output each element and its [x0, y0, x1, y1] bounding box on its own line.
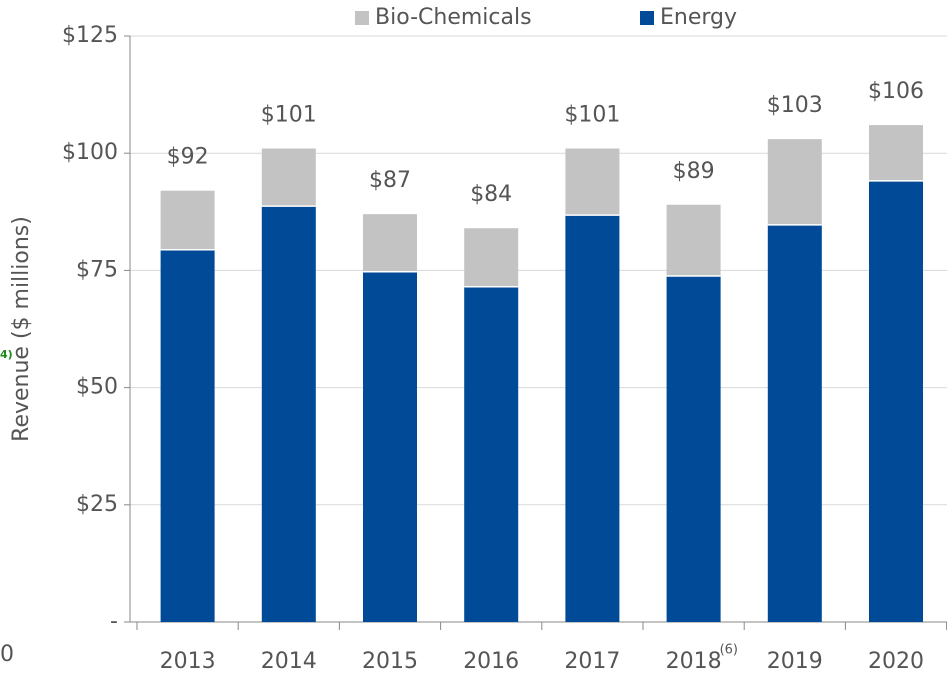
bar-segment: [869, 125, 923, 181]
total-label: $103: [767, 93, 823, 118]
x-tick-label: 2018: [666, 649, 722, 674]
bar-segment: [363, 271, 417, 622]
bar-segment: [767, 224, 822, 623]
bar-segment: [565, 215, 620, 622]
bar-segment: [565, 148, 620, 216]
total-label: $106: [868, 79, 924, 104]
bar-segment: [464, 228, 519, 287]
x-tick-label: 2014: [261, 649, 317, 674]
bar-segment: [160, 249, 215, 622]
bar-segment: [666, 204, 721, 277]
legend-swatch: [640, 11, 654, 25]
bar-segment: [666, 276, 721, 622]
cropped-fragment: 0: [0, 642, 14, 667]
legend-swatch: [355, 11, 369, 25]
bar-segment: [261, 148, 316, 207]
bar-segment: [160, 190, 215, 250]
y-tick-label: $25: [76, 492, 118, 517]
annotation: (6): [720, 643, 738, 658]
total-label: $101: [564, 103, 620, 128]
x-tick-label: 2015: [362, 649, 418, 674]
total-label: $87: [369, 168, 411, 193]
x-tick-label: 2016: [463, 649, 519, 674]
x-tick-label: 2020: [868, 649, 924, 674]
bar-segment: [767, 139, 822, 225]
y-tick-label: $100: [62, 140, 118, 165]
y-tick-label: $75: [76, 257, 118, 282]
cropped-fragment: 4): [0, 348, 13, 361]
bar-segment: [261, 206, 316, 623]
total-label: $92: [167, 145, 209, 170]
total-label: $101: [261, 103, 317, 128]
bar-segment: [464, 286, 519, 622]
legend-label: Bio-Chemicals: [375, 5, 532, 30]
y-tick-label: $125: [62, 23, 118, 48]
y-axis-title: Revenue ($ millions): [9, 216, 34, 442]
x-tick-label: 2017: [564, 649, 620, 674]
y-tick-label: -: [110, 609, 118, 634]
bar-segment: [869, 180, 923, 623]
legend-label: Energy: [660, 5, 737, 30]
total-label: $84: [470, 182, 512, 207]
x-tick-label: 2013: [160, 649, 216, 674]
x-tick-label: 2019: [767, 649, 823, 674]
y-tick-label: $50: [76, 375, 118, 400]
bar-segment: [363, 214, 417, 272]
total-label: $89: [673, 159, 715, 184]
